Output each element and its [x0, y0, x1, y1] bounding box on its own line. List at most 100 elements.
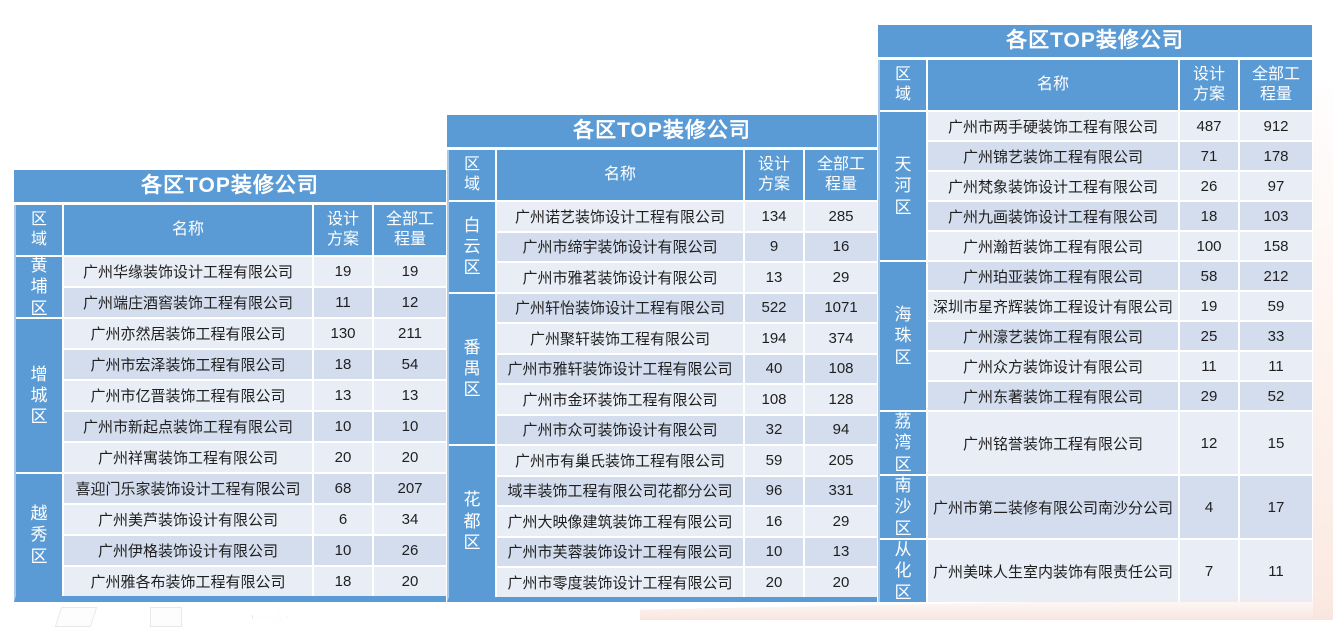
- total-volume-cell: 19: [374, 257, 446, 286]
- company-name-cell: 广州聚轩装饰工程有限公司: [497, 324, 743, 353]
- total-volume-cell: 52: [1240, 382, 1312, 410]
- design-plan-count-cell: 59: [745, 446, 803, 475]
- company-name-cell: 广州市雅茗装饰设计有限公司: [497, 263, 743, 292]
- design-plan-count-cell: 20: [745, 568, 803, 597]
- design-plan-count-cell: 68: [314, 474, 372, 503]
- company-name-cell: 广州伊格装饰设计有限公司: [64, 536, 312, 565]
- table-grid: 区 域名称 设计 方案 全部工 程量黄 埔 区广州华缘装饰设计工程有限公司 19 19 广…: [14, 205, 446, 602]
- design-plan-count-cell: 13: [745, 263, 803, 292]
- company-name-cell: 广州众方装饰设计有限公司: [928, 352, 1178, 380]
- col-header-design: 设计 方案: [314, 205, 372, 255]
- company-name-cell: 广州市雅轩装饰设计工程有限公司: [497, 354, 743, 383]
- company-name-cell: 广州祥寓装饰工程有限公司: [64, 443, 312, 472]
- total-volume-cell: 158: [1240, 232, 1312, 260]
- table-grid: 区 域名称 设计 方案 全部工 程量白 云 区广州诺艺装饰设计工程有限公司 134 28…: [447, 150, 877, 602]
- design-plan-count-cell: 4: [1180, 476, 1238, 538]
- total-volume-cell: 108: [805, 354, 877, 383]
- total-volume-cell: 29: [805, 507, 877, 536]
- total-volume-cell: 33: [1240, 322, 1312, 350]
- region-cell: 番 禺 区: [449, 293, 495, 444]
- design-plan-count-cell: 25: [1180, 322, 1238, 350]
- col-header-region: 区 域: [880, 60, 926, 110]
- total-volume-cell: 11: [1240, 540, 1312, 602]
- company-name-cell: 广州东著装饰工程有限公司: [928, 382, 1178, 410]
- total-volume-cell: 211: [374, 319, 446, 348]
- company-name-cell: 广州市亿晋装饰工程有限公司: [64, 381, 312, 410]
- col-header-region: 区 域: [16, 205, 62, 255]
- company-name-cell: 广州市第二装修有限公司南沙分公司: [928, 476, 1178, 538]
- total-volume-cell: 13: [805, 537, 877, 566]
- design-plan-count-cell: 20: [314, 443, 372, 472]
- design-plan-count-cell: 18: [1180, 202, 1238, 230]
- total-volume-cell: 1071: [805, 293, 877, 322]
- company-name-cell: 广州珀亚装饰工程有限公司: [928, 262, 1178, 290]
- cutoff-redo-arrow-icon: [252, 607, 288, 627]
- region-cell: 白 云 区: [449, 202, 495, 292]
- total-volume-cell: 15: [1240, 412, 1312, 474]
- design-plan-count-cell: 58: [1180, 262, 1238, 290]
- region-cell: 荔 湾 区: [880, 412, 926, 474]
- company-name-cell: 广州锦艺装饰工程有限公司: [928, 142, 1178, 170]
- company-name-cell: 广州市金环装饰工程有限公司: [497, 385, 743, 414]
- design-plan-count-cell: 19: [314, 257, 372, 286]
- design-plan-count-cell: 71: [1180, 142, 1238, 170]
- cutoff-arrow-icon: [54, 607, 98, 627]
- company-name-cell: 广州九画装饰设计工程有限公司: [928, 202, 1178, 230]
- company-name-cell: 广州市芙蓉装饰设计工程有限公司: [497, 537, 743, 566]
- col-header-total: 全部工 程量: [374, 205, 446, 255]
- region-cell: 天 河 区: [880, 112, 926, 260]
- district-top-table-left[interactable]: 各区TOP装修公司区 域名称 设计 方案 全部工 程量黄 埔 区广州华缘装饰设计工程…: [14, 170, 446, 602]
- region-cell: 增 城 区: [16, 319, 62, 472]
- design-plan-count-cell: 10: [745, 537, 803, 566]
- design-plan-count-cell: 6: [314, 505, 372, 534]
- total-volume-cell: 26: [374, 536, 446, 565]
- design-plan-count-cell: 40: [745, 354, 803, 383]
- design-plan-count-cell: 13: [314, 381, 372, 410]
- design-plan-count-cell: 100: [1180, 232, 1238, 260]
- company-name-cell: 广州大映像建筑装饰工程有限公司: [497, 507, 743, 536]
- total-volume-cell: 13: [374, 381, 446, 410]
- col-header-name: 名称: [928, 60, 1178, 110]
- region-cell: 海 珠 区: [880, 262, 926, 410]
- company-name-cell: 广州华缘装饰设计工程有限公司: [64, 257, 312, 286]
- total-volume-cell: 94: [805, 415, 877, 444]
- table-title: 各区TOP装修公司: [14, 170, 446, 202]
- company-name-cell: 广州濠艺装饰工程有限公司: [928, 322, 1178, 350]
- design-plan-count-cell: 11: [314, 288, 372, 317]
- total-volume-cell: 212: [1240, 262, 1312, 290]
- district-top-table-right[interactable]: 各区TOP装修公司区 域名称 设计 方案 全部工 程量天 河 区广州市两手硬装饰工程…: [878, 25, 1312, 602]
- total-volume-cell: 374: [805, 324, 877, 353]
- design-plan-count-cell: 194: [745, 324, 803, 353]
- col-header-name: 名称: [497, 150, 743, 200]
- district-top-table-middle[interactable]: 各区TOP装修公司区 域名称 设计 方案 全部工 程量白 云 区广州诺艺装饰设计工程…: [447, 115, 877, 602]
- region-cell: 黄 埔 区: [16, 256, 62, 318]
- total-volume-cell: 205: [805, 446, 877, 475]
- company-name-cell: 喜迎门乐家装饰设计工程有限公司: [64, 474, 312, 503]
- company-name-cell: 广州铭誉装饰工程有限公司: [928, 412, 1178, 474]
- total-volume-cell: 103: [1240, 202, 1312, 230]
- col-header-design: 设计 方案: [745, 150, 803, 200]
- design-plan-count-cell: 134: [745, 202, 803, 231]
- region-cell: 南 沙 区: [880, 476, 926, 538]
- table-title: 各区TOP装修公司: [447, 115, 877, 147]
- total-volume-cell: 207: [374, 474, 446, 503]
- design-plan-count-cell: 26: [1180, 172, 1238, 200]
- company-name-cell: 域丰装饰工程有限公司花都分公司: [497, 476, 743, 505]
- design-plan-count-cell: 9: [745, 232, 803, 261]
- total-volume-cell: 59: [1240, 292, 1312, 320]
- company-name-cell: 广州瀚哲装饰工程有限公司: [928, 232, 1178, 260]
- company-name-cell: 广州亦然居装饰工程有限公司: [64, 319, 312, 348]
- design-plan-count-cell: 108: [745, 385, 803, 414]
- company-name-cell: 广州轩怡装饰设计工程有限公司: [497, 293, 743, 322]
- company-name-cell: 广州市宏泽装饰工程有限公司: [64, 350, 312, 379]
- cutoff-monitor-icon: [150, 607, 182, 627]
- design-plan-count-cell: 487: [1180, 112, 1238, 140]
- design-plan-count-cell: 16: [745, 507, 803, 536]
- design-plan-count-cell: 96: [745, 476, 803, 505]
- col-header-total: 全部工 程量: [1240, 60, 1312, 110]
- design-plan-count-cell: 18: [314, 567, 372, 596]
- col-header-design: 设计 方案: [1180, 60, 1238, 110]
- design-plan-count-cell: 29: [1180, 382, 1238, 410]
- total-volume-cell: 128: [805, 385, 877, 414]
- total-volume-cell: 10: [374, 412, 446, 441]
